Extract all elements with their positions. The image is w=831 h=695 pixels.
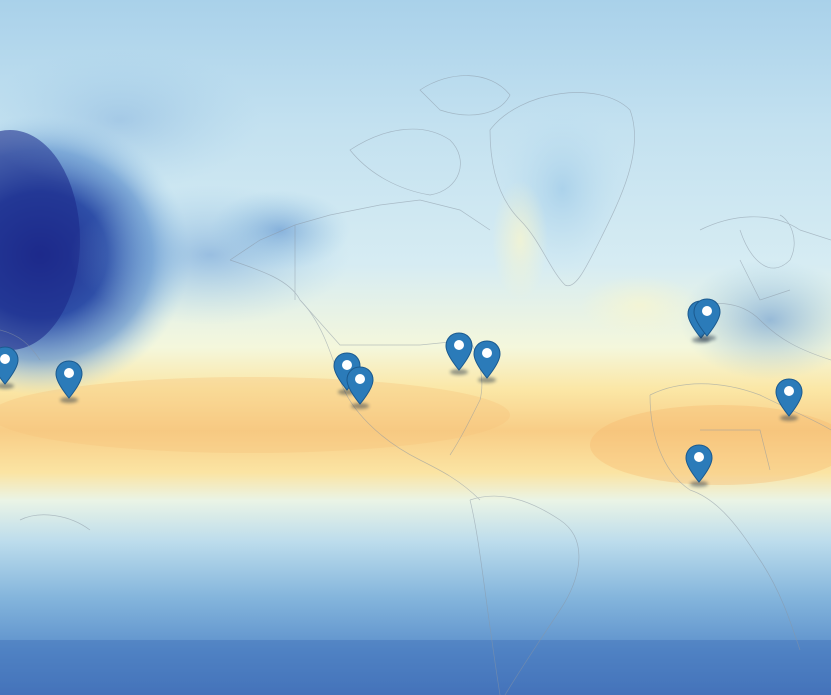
map-pin-icon (445, 332, 473, 375)
map-pin-icon (685, 444, 713, 487)
marker-los-angeles[interactable] (345, 366, 375, 409)
marker-middle-east[interactable] (774, 378, 804, 421)
marker-chicago[interactable] (444, 332, 474, 375)
map-pin-icon (0, 346, 19, 389)
map-pin-icon (693, 298, 721, 341)
map-pin-icon (55, 360, 83, 403)
marker-new-york[interactable] (472, 340, 502, 383)
marker-hawaii[interactable] (54, 360, 84, 403)
map-pin-icon (346, 366, 374, 409)
marker-west-africa[interactable] (684, 444, 714, 487)
map-pin-icon (775, 378, 803, 421)
map-pin-icon (473, 340, 501, 383)
marker-amsterdam[interactable] (692, 298, 722, 341)
marker-hawaii-west[interactable] (0, 346, 20, 389)
